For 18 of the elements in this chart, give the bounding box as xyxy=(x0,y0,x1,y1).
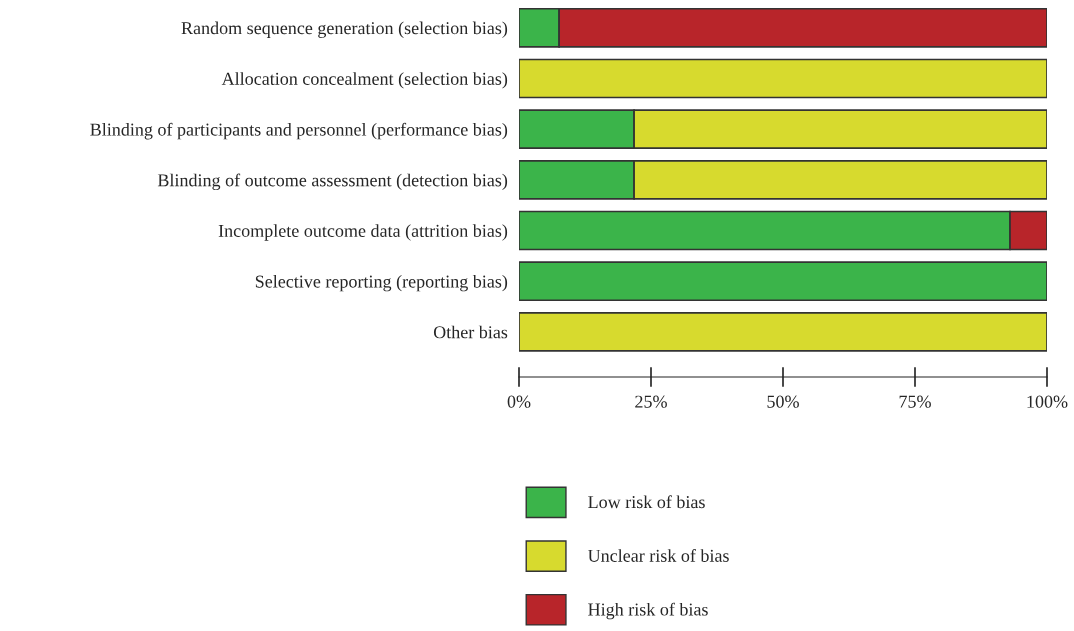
y-tick-label: Other bias xyxy=(433,325,508,339)
x-tick-label: 0% xyxy=(507,395,531,408)
x-tick-label: 25% xyxy=(635,395,667,408)
y-tick-label: Incomplete outcome data (attrition bias) xyxy=(218,224,508,241)
legend-label: High risk of bias xyxy=(588,602,708,620)
y-tick-label: Selective reporting (reporting bias) xyxy=(255,274,508,292)
bar xyxy=(519,58,1047,99)
x-tick-label: 50% xyxy=(767,395,799,408)
y-tick-label: Blinding of participants and personnel (performance bias) xyxy=(90,122,508,140)
bar xyxy=(519,312,1047,352)
bar xyxy=(519,261,1047,302)
legend-label: Low risk of bias xyxy=(588,495,705,509)
x-tick-label: 75% xyxy=(899,395,931,408)
y-tick-label: Blinding of outcome assessment (detection bias) xyxy=(157,173,508,191)
y-tick-label: Allocation concealment (selection bias) xyxy=(221,72,508,89)
x-tick-label: 100% xyxy=(1027,395,1068,408)
legend-label: Unclear risk of bias xyxy=(587,548,729,562)
y-tick-label: Random sequence generation (selection bias) xyxy=(181,21,508,38)
